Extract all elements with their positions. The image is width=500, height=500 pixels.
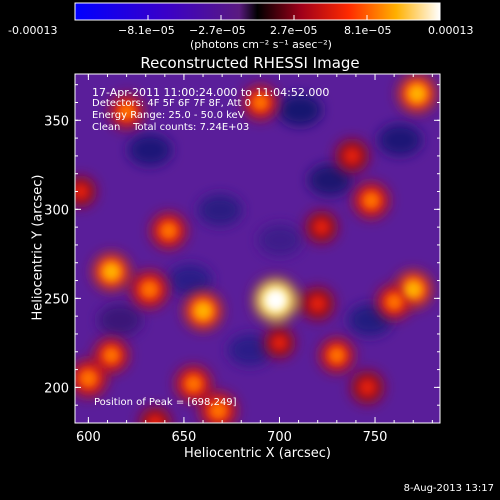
heatmap-source-core [140,280,159,299]
heatmap-source-core [79,369,98,388]
colorbar-tick-label-1: −8.1e−05 [118,24,175,37]
heatmap-source-core [118,103,135,120]
heatmap-source-core [359,379,376,396]
heatmap-source-core [344,147,361,164]
heatmap-source-core [147,415,163,423]
y-tick-label: 250 [44,292,69,307]
x-tick-label: 600 [76,430,101,445]
heatmap-source-core [160,222,178,240]
y-tick-label: 200 [44,381,69,396]
heatmap-bg-patch [308,164,352,196]
colorbar-gradient [74,2,441,21]
colorbar-tick-label-2: −2.7e−05 [189,24,246,37]
heatmap-source-core [404,280,423,299]
x-tick-label: 650 [172,430,197,445]
heatmap-bg-patch [228,334,272,366]
heatmap-source-core [309,295,326,312]
x-tick-label: 750 [363,430,388,445]
annotation-detectors: Detectors: 4F 5F 6F 7F 8F, Att 0 [92,98,252,109]
heatmap-source-core [407,84,427,103]
colorbar-ticks [74,15,441,20]
heatmap-cores [75,84,427,423]
heatmap-bg-patch [378,124,422,156]
y-tick-label: 300 [44,203,69,218]
annotation-peak: Position of Peak = [698,249] [94,397,237,408]
footer-date: 8-Aug-2013 13:17 [403,483,494,494]
heatmap-source-core [75,184,89,199]
x-tick-label: 700 [267,430,292,445]
annotation-method: Clean Total counts: 7.24E+03 [92,122,250,133]
heatmap-source-core [209,401,228,420]
heatmap-source-core [385,293,403,311]
colorbar-units: (photons cm⁻² s⁻¹ asec⁻²) [190,38,332,51]
heatmap-source-core [103,347,120,364]
annotation-time: 17-Apr-2011 11:00:24.000 to 11:04:52.000 [92,86,330,99]
heatmap-source-core [252,94,269,111]
y-tick-label: 350 [44,114,69,129]
annotation-energy: Energy Range: 25.0 - 50.0 keV [92,110,245,121]
heatmap-bg-patch [198,194,242,226]
colorbar-tick-label-0: -0.00013 [8,24,58,37]
x-axis-label: Heliocentric X (arcsec) [184,446,331,461]
heatmap-source-core [272,335,287,351]
plot-frame [74,73,441,424]
colorbar-tick-label-5: 0.00013 [428,24,474,37]
colorbar [74,2,441,21]
heatmap-source-core [102,262,121,281]
heatmap-bg-patch [278,94,322,126]
colorbar-tick-label-4: 8.1e−05 [344,24,392,37]
heatmap-source-core [184,375,203,393]
heatmap-source-core [193,301,213,321]
axis-ticks: 600 650 700 750 200 250 300 350 [44,74,440,445]
heatmap-peak [267,292,284,309]
heatmap-source-core [328,347,346,364]
heatmap-bg-patch [168,264,212,296]
heatmap-background-texture [98,94,422,366]
y-axis-label: Heliocentric Y (arcsec) [30,174,46,321]
heatmap-source-core [313,219,330,235]
heatmap-bg-patch [128,134,172,166]
heatmap-source-core [362,191,380,210]
heatmap-bg-patch [258,224,302,256]
chart-title: Reconstructed RHESSI Image [140,54,360,72]
colorbar-tick-label-3: 2.7e−05 [270,24,318,37]
heatmap-bg-patch [98,304,142,336]
